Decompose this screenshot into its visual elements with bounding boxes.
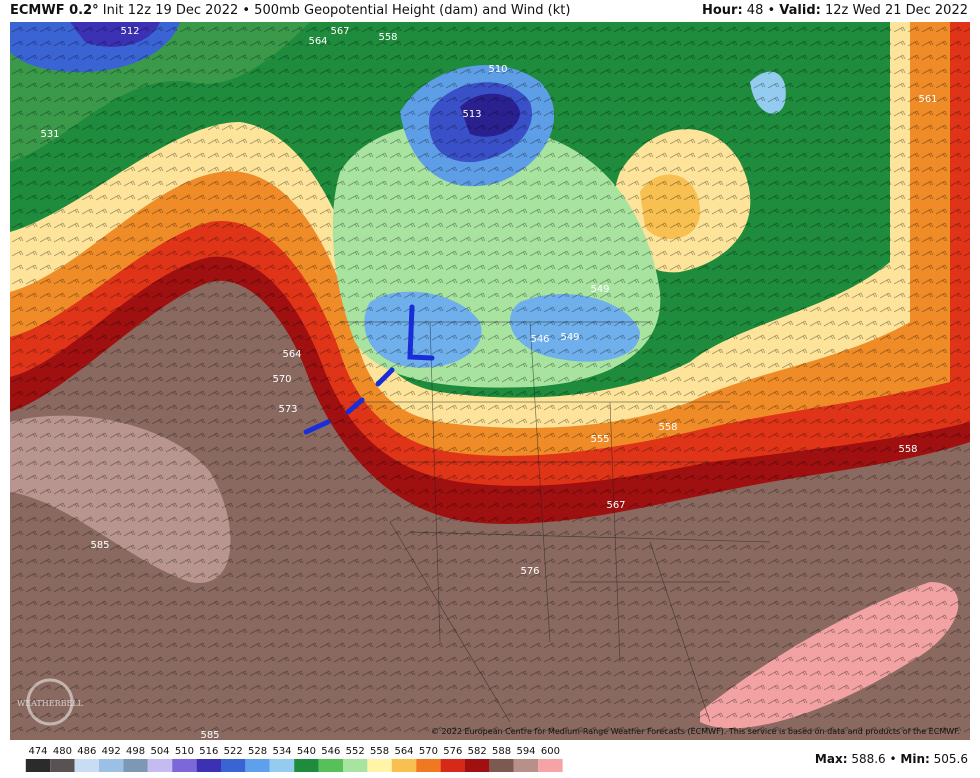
model: ECMWF 0.2° — [10, 3, 99, 18]
contour-label: 564 — [282, 349, 301, 360]
colorbar-label: 498 — [126, 746, 145, 757]
colorbar-swatch — [367, 759, 392, 772]
colorbar-swatch — [50, 759, 75, 772]
colorbar-swatch — [489, 759, 514, 772]
min: 505.6 — [933, 752, 968, 766]
contour-label: 558 — [898, 444, 917, 455]
colorbar-swatch — [74, 759, 99, 772]
contour-label: 555 — [590, 434, 609, 445]
contour-label: 567 — [330, 26, 349, 37]
min-label: Min: — [900, 752, 930, 766]
colorbar-label: 570 — [419, 746, 438, 757]
colorbar: 474 480 486 492 498 504 510 516 522 528 534 540 546 5… — [25, 746, 563, 772]
contour-label: 570 — [272, 374, 291, 385]
colorbar-label: 594 — [516, 746, 535, 757]
contour-label: 585 — [90, 540, 109, 551]
colorbar-swatch — [147, 759, 173, 772]
hour-label: Hour: — [701, 3, 743, 18]
footer: Max: 588.6 • Min: 505.6 — [815, 752, 968, 766]
contour-label: 510 — [488, 64, 507, 75]
colorbar-label: 504 — [150, 746, 169, 757]
contour-label: 531 — [40, 129, 59, 140]
colorbar-label: 534 — [272, 746, 291, 757]
contour-label: 512 — [120, 26, 139, 37]
contour-label: 576 — [520, 566, 539, 577]
colorbar-label: 522 — [224, 746, 243, 757]
colorbar-swatch — [513, 759, 539, 772]
colorbar-swatch — [269, 759, 295, 772]
colorbar-swatch — [440, 759, 465, 772]
colorbar-label: 558 — [370, 746, 389, 757]
colorbar-swatch — [416, 759, 441, 772]
max-label: Max: — [814, 752, 848, 766]
contour-label: 573 — [278, 404, 297, 415]
header-left: ECMWF 0.2° Init 12z 19 Dec 2022 • 500mb … — [10, 2, 570, 20]
colorbar-label: 516 — [199, 746, 218, 757]
colorbar-swatch — [99, 759, 124, 772]
borders — [340, 321, 771, 723]
colorbar-swatch — [318, 759, 343, 772]
hour: 48 • — [746, 3, 776, 18]
colorbar-label: 564 — [394, 746, 413, 757]
contour-label: 558 — [658, 422, 677, 433]
colorbar-swatch — [465, 759, 490, 772]
contour-label: 567 — [606, 500, 625, 511]
valid-label: Valid: — [779, 3, 821, 18]
colorbar-label: 552 — [346, 746, 365, 757]
colorbar-label: 588 — [492, 746, 511, 757]
fields — [10, 22, 970, 740]
colorbar-label: 582 — [468, 746, 487, 757]
colorbar-swatch — [343, 759, 368, 772]
colorbar-label: 540 — [297, 746, 316, 757]
colorbar-swatch — [294, 759, 319, 772]
colorbar-label: 576 — [443, 746, 462, 757]
colorbar-swatch — [25, 759, 51, 772]
colorbar-label: 492 — [102, 746, 121, 757]
colorbar-swatch — [196, 759, 221, 772]
contour-label: 549 — [560, 332, 579, 343]
colorbar-label: 486 — [77, 746, 96, 757]
colorbar-swatch — [221, 759, 246, 772]
valid: 12z Wed 21 Dec 2022 — [824, 3, 968, 18]
colorbar-swatch — [123, 759, 148, 772]
contour-label: 561 — [918, 94, 937, 105]
colorbar-swatch — [391, 759, 417, 772]
colorbar-label: 474 — [28, 746, 47, 757]
colorbar-label: 510 — [175, 746, 194, 757]
watermark: WEATHERBELL — [17, 699, 84, 708]
contour-label: 558 — [378, 32, 397, 43]
colorbar-swatch — [172, 759, 197, 772]
wind-barbs — [10, 22, 970, 740]
max: 588.6 • — [851, 752, 897, 766]
copyright: © 2022 European Centre for Medium-Range … — [431, 727, 960, 736]
watermark-logo — [26, 678, 74, 726]
map: WEATHERBELL © 2022 European Centre for M… — [10, 22, 970, 740]
colorbar-label: 600 — [541, 746, 560, 757]
contour-label: 585 — [200, 730, 219, 740]
contour-label: 549 — [590, 284, 609, 295]
colorbar-swatch — [245, 759, 270, 772]
contour-label: 513 — [462, 109, 481, 120]
front — [303, 304, 435, 435]
colorbar-label: 480 — [53, 746, 72, 757]
contour-label: 546 — [530, 334, 549, 345]
colorbar-label: 528 — [248, 746, 267, 757]
colorbar-label: 546 — [321, 746, 340, 757]
header-right: Hour: 48 • Valid: 12z Wed 21 Dec 2022 — [702, 2, 968, 20]
contour-label: 564 — [308, 36, 327, 47]
description: Init 12z 19 Dec 2022 • 500mb Geopotentia… — [102, 3, 571, 18]
colorbar-swatch — [538, 759, 563, 772]
